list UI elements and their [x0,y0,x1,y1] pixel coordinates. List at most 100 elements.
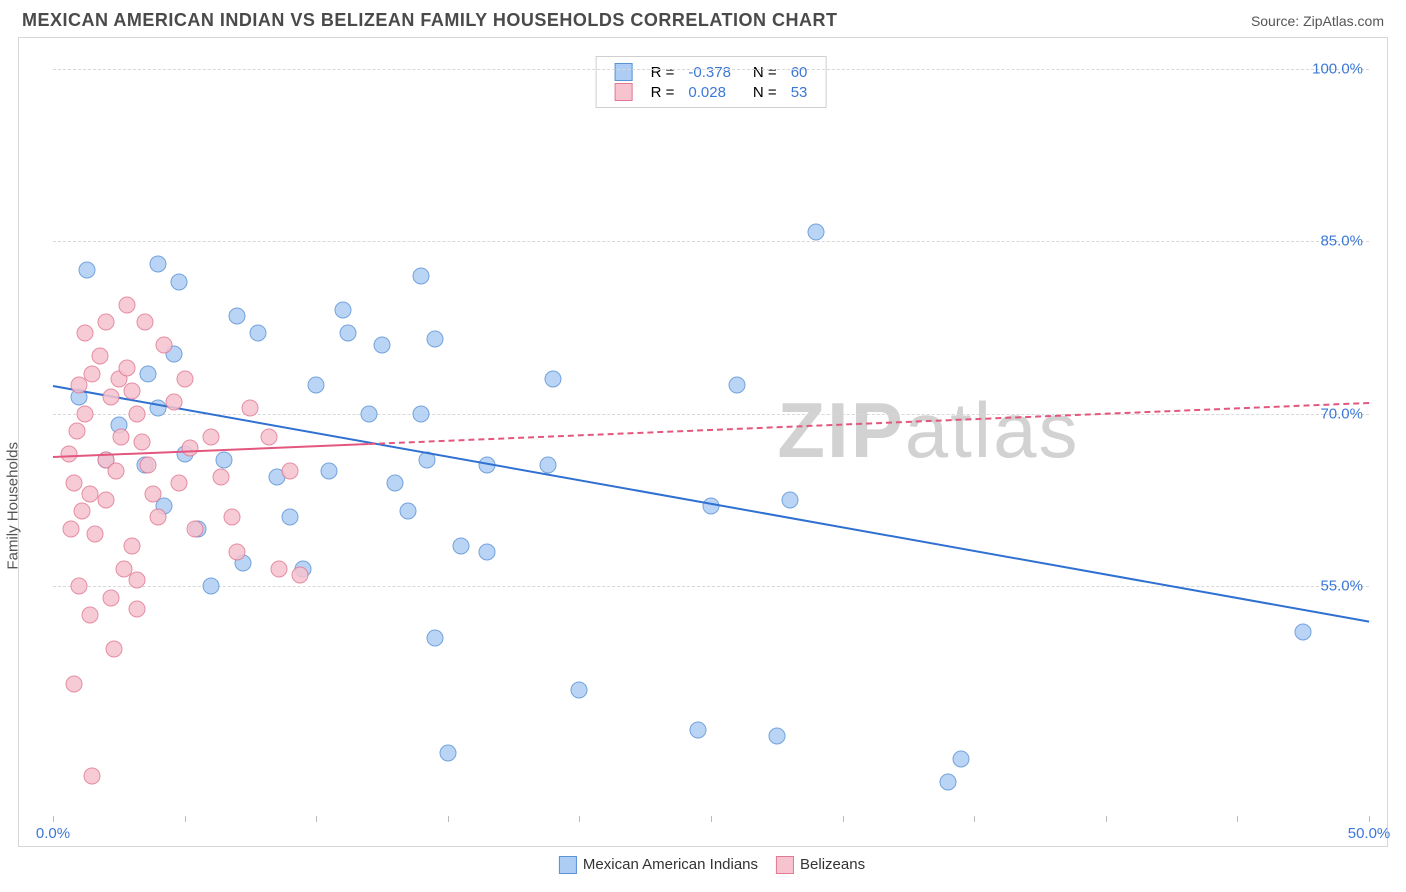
scatter-point [87,526,104,543]
scatter-point [139,457,156,474]
scatter-point [60,445,77,462]
scatter-point [181,440,198,457]
scatter-point [123,382,140,399]
scatter-point [66,474,83,491]
x-tick-label: 0.0% [36,825,70,842]
scatter-point [360,405,377,422]
scatter-point [426,629,443,646]
scatter-point [374,336,391,353]
x-tick [1369,816,1370,822]
scatter-point [150,256,167,273]
trend-line [53,443,369,458]
scatter-point [729,377,746,394]
scatter-point [145,486,162,503]
grid-line [53,241,1369,242]
x-tick [316,816,317,822]
scatter-point [321,463,338,480]
scatter-point [113,428,130,445]
scatter-point [171,474,188,491]
scatter-point [129,405,146,422]
legend-series: Mexican American IndiansBelizeans [541,856,865,874]
scatter-point [768,727,785,744]
scatter-point [452,537,469,554]
scatter-point [66,675,83,692]
scatter-point [73,503,90,520]
scatter-point [242,400,259,417]
scatter-point [108,463,125,480]
watermark-atlas: atlas [905,386,1080,474]
chart-container: Family Households ZIPatlas R =-0.378N =6… [18,37,1388,847]
scatter-point [250,325,267,342]
scatter-point [102,589,119,606]
watermark-zip: ZIP [777,386,904,474]
x-tick-label: 50.0% [1348,825,1391,842]
scatter-point [79,262,96,279]
legend-swatch [615,63,633,81]
scatter-point [571,681,588,698]
scatter-point [781,491,798,508]
scatter-point [139,365,156,382]
y-axis-label: Family Households [5,442,22,570]
scatter-point [953,750,970,767]
x-tick [1237,816,1238,822]
scatter-point [426,331,443,348]
scatter-point [123,537,140,554]
legend-r-value: 0.028 [682,83,737,101]
scatter-point [281,463,298,480]
scatter-point [281,509,298,526]
x-tick [185,816,186,822]
legend-series-label: Belizeans [800,856,865,873]
scatter-point [155,336,172,353]
scatter-point [334,302,351,319]
legend-r-label: R = [645,83,681,101]
scatter-point [97,491,114,508]
scatter-point [1295,624,1312,641]
scatter-point [84,767,101,784]
scatter-point [413,267,430,284]
legend-r-label: R = [645,63,681,81]
scatter-point [68,423,85,440]
scatter-point [102,388,119,405]
legend-stats-row: R =-0.378N =60 [609,63,814,81]
legend-n-label: N = [739,83,783,101]
scatter-point [137,313,154,330]
scatter-point [939,773,956,790]
scatter-point [118,296,135,313]
scatter-point [213,468,230,485]
scatter-point [105,641,122,658]
scatter-point [134,434,151,451]
source-label: Source: ZipAtlas.com [1251,13,1384,29]
scatter-point [81,486,98,503]
x-tick [711,816,712,822]
chart-header: MEXICAN AMERICAN INDIAN VS BELIZEAN FAMI… [0,0,1406,37]
scatter-point [413,405,430,422]
scatter-point [689,721,706,738]
y-tick-label: 85.0% [1320,233,1363,250]
scatter-point [129,601,146,618]
scatter-point [223,509,240,526]
x-tick [974,816,975,822]
legend-swatch [776,856,794,874]
scatter-point [92,348,109,365]
scatter-point [118,359,135,376]
scatter-point [387,474,404,491]
scatter-point [339,325,356,342]
y-tick-label: 100.0% [1312,60,1363,77]
scatter-point [260,428,277,445]
scatter-point [166,394,183,411]
scatter-point [271,560,288,577]
legend-swatch [559,856,577,874]
scatter-point [439,744,456,761]
scatter-point [171,273,188,290]
plot-area: ZIPatlas R =-0.378N =60R =0.028N =53 55.… [53,46,1369,816]
scatter-point [71,578,88,595]
watermark: ZIPatlas [777,385,1079,476]
scatter-point [76,405,93,422]
grid-line [53,69,1369,70]
x-tick [53,816,54,822]
legend-stats: R =-0.378N =60R =0.028N =53 [596,56,827,108]
y-tick-label: 55.0% [1320,578,1363,595]
scatter-point [479,543,496,560]
scatter-point [229,543,246,560]
scatter-point [63,520,80,537]
